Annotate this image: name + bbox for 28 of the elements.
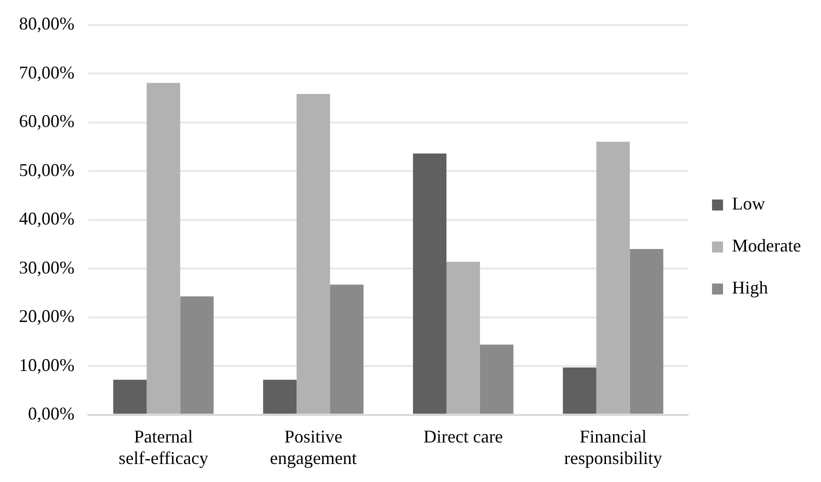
bar bbox=[562, 368, 596, 414]
y-tick-label: 20,00% bbox=[18, 306, 74, 326]
bar bbox=[330, 284, 364, 414]
y-tick-label: 70,00% bbox=[18, 62, 74, 82]
x-tick-label: Direct care bbox=[423, 426, 503, 446]
bar bbox=[146, 82, 180, 414]
bar bbox=[480, 344, 514, 414]
x-tick-label: Positive engagement bbox=[270, 426, 357, 468]
y-tick-label: 30,00% bbox=[18, 257, 74, 278]
y-tick-label: 10,00% bbox=[18, 354, 74, 375]
y-tick-label: 0,00% bbox=[28, 404, 74, 424]
legend-label: High bbox=[732, 278, 768, 298]
legend-label: Low bbox=[732, 194, 766, 214]
y-tick-label: 40,00% bbox=[18, 208, 74, 229]
x-tick-label: Paternal self-efficacy bbox=[118, 426, 208, 468]
legend-label: Moderate bbox=[732, 236, 802, 256]
bar bbox=[113, 380, 147, 414]
bar bbox=[263, 380, 297, 414]
bar bbox=[296, 94, 330, 414]
x-tick-label: Financial responsibility bbox=[564, 426, 662, 468]
bar bbox=[412, 154, 446, 414]
bar bbox=[596, 142, 630, 414]
bar bbox=[180, 296, 214, 414]
bar bbox=[630, 249, 664, 414]
y-tick-label: 50,00% bbox=[18, 160, 74, 180]
bar bbox=[446, 262, 480, 414]
y-tick-label: 60,00% bbox=[18, 111, 74, 132]
y-tick-label: 80,00% bbox=[18, 14, 74, 34]
